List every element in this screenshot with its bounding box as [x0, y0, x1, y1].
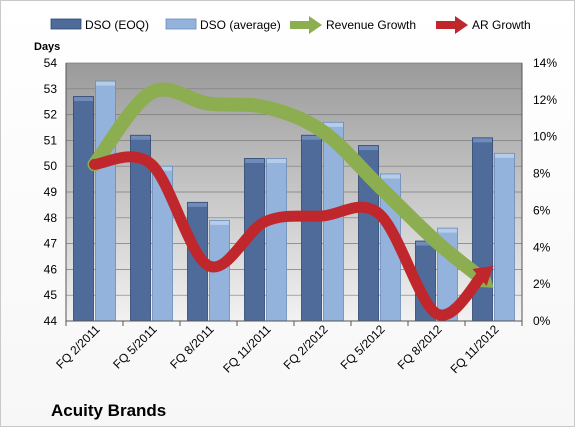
bar-top-highlight [188, 202, 207, 207]
x-tick-label: FQ 2/2012 [281, 322, 331, 372]
bar-top-highlight [153, 166, 172, 171]
axes [65, 63, 523, 326]
bar-top-highlight [245, 158, 264, 163]
legend-swatch-dso-eoq [50, 18, 82, 30]
left-tick-label: 44 [44, 314, 58, 328]
x-tick-label: FQ 8/2011 [167, 322, 217, 372]
left-axis-title: Days [34, 41, 60, 53]
right-axis-ticks: 0% 2% 4% 6% 8% 10% 12% 14% [533, 56, 557, 328]
left-tick-label: 52 [44, 108, 58, 122]
x-tick-label: FQ 2/2011 [53, 322, 103, 372]
x-tick-label: FQ 5/2012 [338, 322, 388, 372]
bar-top-highlight [74, 97, 93, 102]
right-tick-label: 6% [533, 203, 551, 217]
line-revenue-growth [87, 82, 490, 287]
company-name: Acuity Brands [51, 401, 166, 420]
right-tick-label: 14% [533, 56, 557, 70]
bar-top-highlight [210, 220, 229, 225]
bar-dso-eoq [73, 96, 94, 322]
x-tick-label: FQ 8/2012 [395, 322, 445, 372]
bar-top-highlight [131, 135, 150, 140]
right-tick-label: 2% [533, 277, 551, 291]
bar-top-highlight [324, 122, 343, 127]
legend-label-dso-eoq: DSO (EOQ) [85, 18, 149, 32]
legend-arrow-ar-growth [436, 16, 468, 34]
left-tick-label: 47 [44, 237, 58, 251]
bar-dso-eoq [472, 137, 493, 322]
bar-top-highlight [302, 135, 321, 140]
x-axis-ticks: FQ 2/2011 FQ 5/2011 FQ 8/2011 FQ 11/2011 FQ … [53, 322, 502, 376]
legend: DSO (EOQ) DSO (average) Revenue Growth A… [50, 16, 531, 34]
x-tick-label: FQ 11/2012 [448, 322, 502, 376]
left-tick-label: 46 [44, 262, 58, 276]
left-tick-label: 49 [44, 185, 58, 199]
legend-label-dso-average: DSO (average) [200, 18, 281, 32]
bar-top-highlight [495, 153, 514, 158]
left-tick-label: 48 [44, 211, 58, 225]
arrowhead-ar-growth [472, 265, 494, 286]
bar-top-highlight [96, 81, 115, 86]
left-tick-label: 53 [44, 82, 58, 96]
right-tick-label: 10% [533, 130, 557, 144]
bar-top-highlight [438, 228, 457, 233]
bar-dso-eoq [301, 134, 322, 322]
legend-label-revenue-growth: Revenue Growth [326, 18, 416, 32]
left-tick-label: 45 [44, 288, 58, 302]
x-tick-label: FQ 5/2011 [110, 322, 160, 372]
right-tick-label: 0% [533, 314, 551, 328]
bar-top-highlight [381, 174, 400, 179]
line-ar-growth [89, 151, 489, 321]
bar-top-highlight [416, 241, 435, 246]
bar-top-highlight [267, 158, 286, 163]
x-tick-label: FQ 11/2011 [220, 322, 274, 376]
right-tick-label: 4% [533, 240, 551, 254]
left-tick-label: 54 [44, 56, 58, 70]
left-tick-label: 51 [44, 133, 58, 147]
legend-arrow-revenue-growth [290, 16, 322, 34]
bar-dso-average [95, 80, 116, 322]
legend-swatch-dso-average [165, 18, 197, 30]
growth-lines [87, 82, 494, 321]
right-tick-label: 12% [533, 93, 557, 107]
bar-top-highlight [473, 138, 492, 143]
bar-top-highlight [359, 146, 378, 151]
legend-label-ar-growth: AR Growth [472, 18, 531, 32]
left-tick-label: 50 [44, 159, 58, 173]
bar-dso-average [494, 152, 515, 322]
left-axis-ticks: 44 45 46 47 48 49 50 51 52 53 54 [44, 56, 58, 328]
bar-dso-average [266, 158, 287, 322]
right-tick-label: 8% [533, 167, 551, 181]
